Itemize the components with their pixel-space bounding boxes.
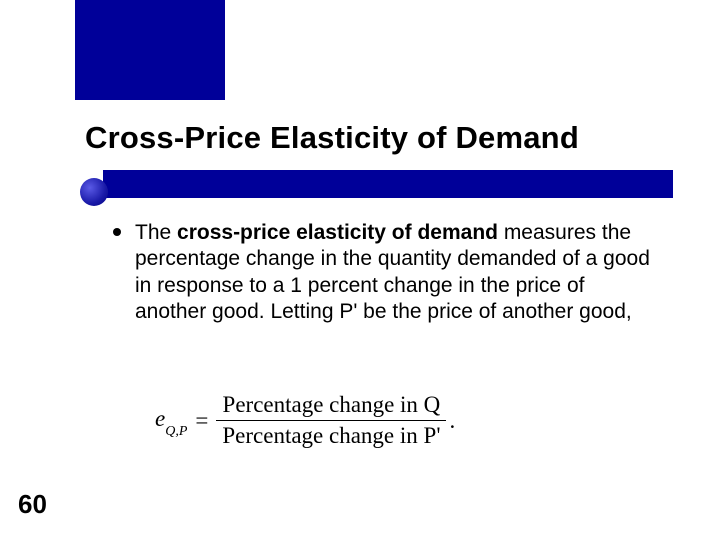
bullet-pre: The: [135, 221, 177, 244]
formula-equals: =: [195, 408, 208, 434]
title-underline-bar: [103, 170, 673, 198]
bullet-bold-term: cross-price elasticity of demand: [177, 221, 498, 244]
title-container: Cross-Price Elasticity of Demand: [85, 120, 645, 156]
formula-row: eQ,P = Percentage change in Q Percentage…: [155, 392, 575, 450]
formula-lhs-subscript: Q,P: [165, 424, 187, 439]
accent-orb-icon: [80, 178, 108, 206]
formula-terminator: .: [449, 408, 455, 434]
bullet-text: The cross-price elasticity of demand mea…: [135, 220, 655, 325]
formula-fraction: Percentage change in Q Percentage change…: [216, 392, 446, 450]
bullet-item: The cross-price elasticity of demand mea…: [135, 220, 655, 325]
formula-denominator: Percentage change in P': [216, 420, 446, 449]
page-title: Cross-Price Elasticity of Demand: [85, 120, 645, 156]
bullet-dot-icon: [113, 228, 121, 236]
slide: Cross-Price Elasticity of Demand The cro…: [0, 0, 720, 540]
formula-lhs-symbol: e: [155, 406, 165, 431]
formula-numerator: Percentage change in Q: [217, 392, 447, 420]
header-accent-block: [75, 0, 225, 100]
page-number: 60: [18, 489, 47, 520]
formula-lhs: eQ,P: [155, 406, 187, 437]
formula: eQ,P = Percentage change in Q Percentage…: [155, 392, 575, 450]
